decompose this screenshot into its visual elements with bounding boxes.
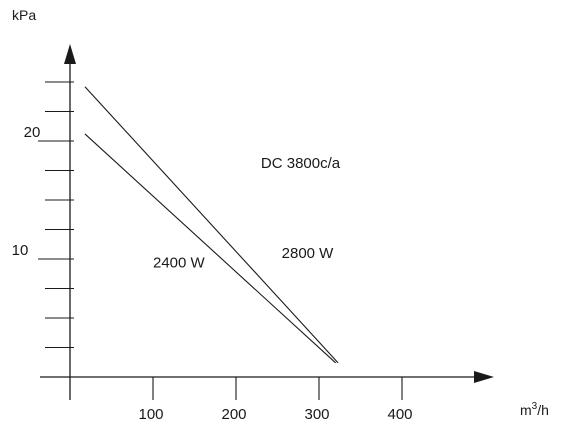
annotation-label: 2800 W bbox=[282, 245, 335, 262]
x-tick-label: 200 bbox=[221, 406, 246, 423]
x-tick-label: 400 bbox=[387, 406, 412, 423]
y-axis-arrow bbox=[64, 44, 76, 64]
x-axis-arrow bbox=[474, 371, 494, 383]
y-axis-unit-label: kPa bbox=[12, 7, 36, 23]
y-tick-label: 20 bbox=[24, 124, 41, 141]
annotations: DC 3800c/a 2400 W 2800 W bbox=[153, 155, 341, 271]
axis-ticks: 100 200 300 400 10 20 bbox=[12, 81, 413, 423]
annotation-label: 2400 W bbox=[153, 254, 206, 271]
annotation-label: DC 3800c/a bbox=[261, 155, 341, 172]
series-line bbox=[84, 86, 339, 364]
series-line bbox=[84, 133, 336, 364]
x-tick-label: 300 bbox=[304, 406, 329, 423]
axes bbox=[40, 44, 494, 400]
y-tick-label: 10 bbox=[12, 242, 29, 259]
x-axis-unit-label: m3/h bbox=[520, 401, 549, 418]
series-lines bbox=[84, 86, 339, 364]
x-tick-label: 100 bbox=[138, 406, 163, 423]
chart-labels: kPa m3/h bbox=[12, 7, 549, 418]
